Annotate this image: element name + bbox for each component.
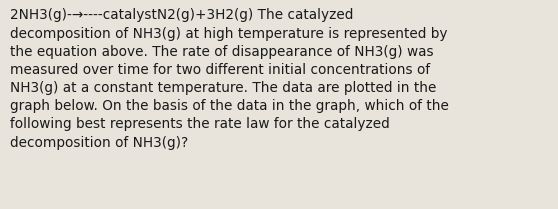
Text: 2NH3(g)-→----catalystN2(g)+3H2(g) The catalyzed
decomposition of NH3(g) at high : 2NH3(g)-→----catalystN2(g)+3H2(g) The ca… [10, 8, 449, 150]
